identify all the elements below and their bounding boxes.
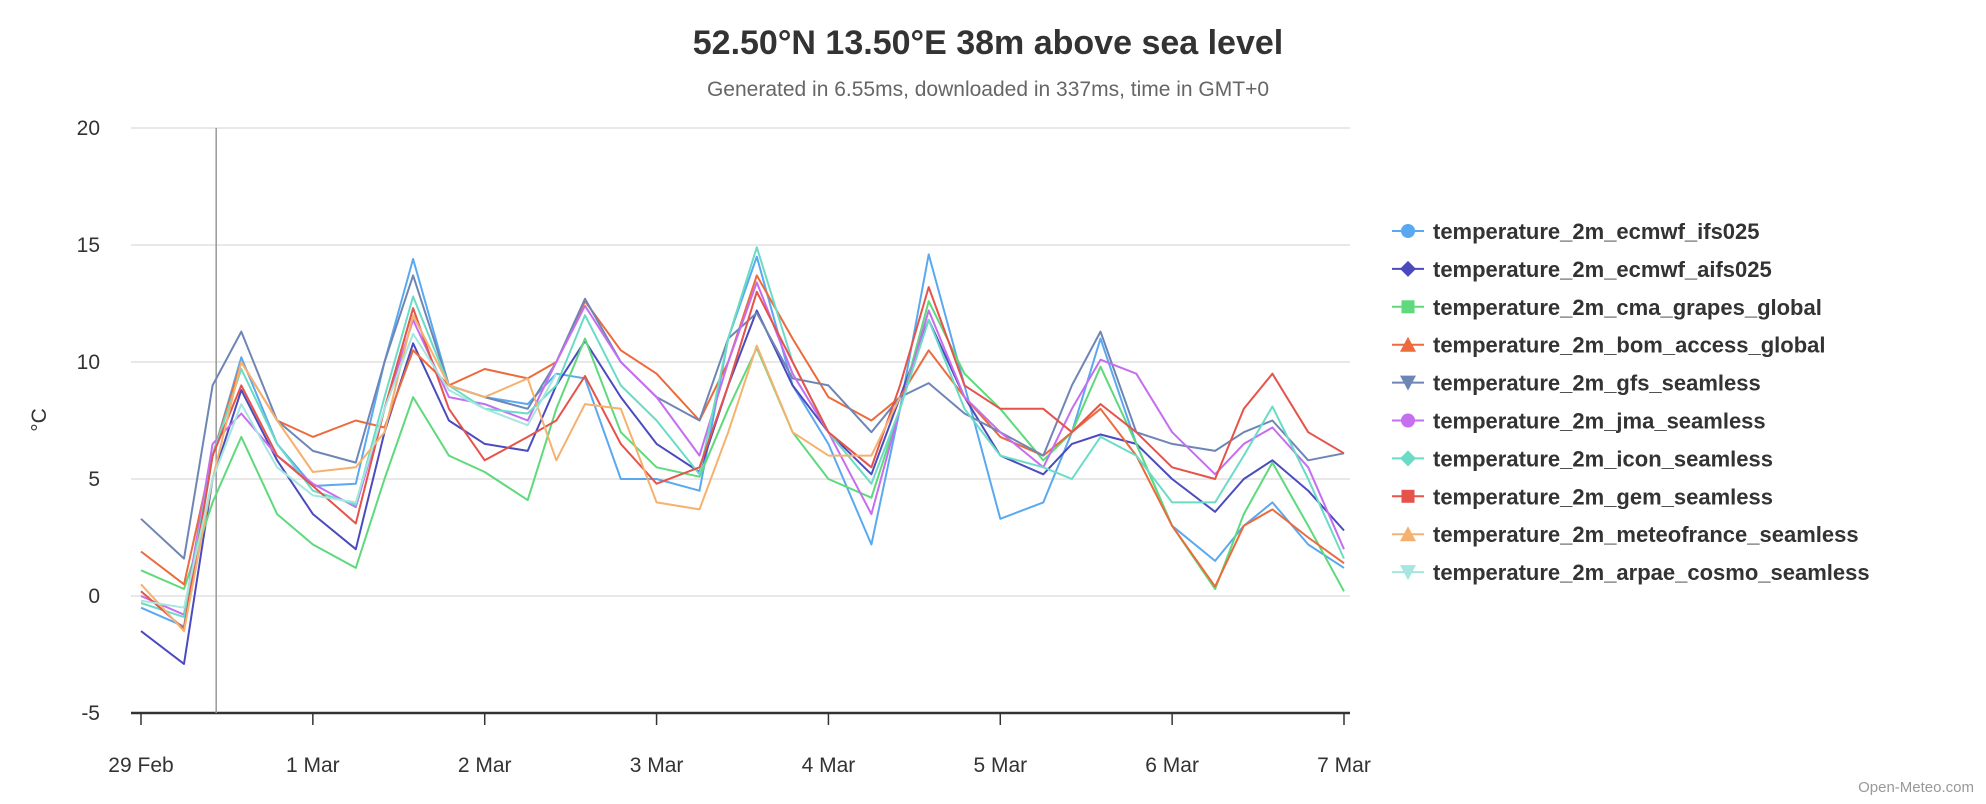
legend-label: temperature_2m_meteofrance_seamless: [1433, 522, 1859, 547]
legend-label: temperature_2m_ecmwf_ifs025: [1433, 219, 1760, 244]
diamond-marker-icon: [1400, 450, 1416, 467]
legend-item[interactable]: temperature_2m_ecmwf_aifs025: [1392, 257, 1772, 282]
triangle-marker-icon: [1400, 336, 1416, 352]
y-axis-label: °C: [28, 408, 51, 432]
series-line-temperature_2m_ecmwf_aifs025: [140, 309, 1345, 665]
x-tick-label: 5 Mar: [973, 754, 1027, 777]
gridlines: [131, 127, 1350, 597]
y-tick-label: 20: [77, 117, 100, 140]
y-tick-label: -5: [81, 702, 100, 725]
y-tick-label: 10: [77, 351, 100, 374]
legend-label: temperature_2m_jma_seamless: [1433, 409, 1766, 434]
legend-label: temperature_2m_gfs_seamless: [1433, 371, 1761, 396]
y-tick-label: 15: [77, 234, 100, 257]
circle-marker-icon: [1401, 413, 1415, 428]
legend-label: temperature_2m_gem_seamless: [1433, 484, 1773, 509]
legend: temperature_2m_ecmwf_ifs025 temperature_2…: [1392, 219, 1870, 585]
legend-item[interactable]: temperature_2m_icon_seamless: [1392, 446, 1773, 471]
series-lines: [140, 246, 1345, 665]
triangle-marker-icon: [1400, 526, 1416, 542]
series-line-temperature_2m_gem_seamless: [140, 286, 1345, 630]
series-line-temperature_2m_gfs_seamless: [140, 274, 1345, 560]
legend-label: temperature_2m_arpae_cosmo_seamless: [1433, 560, 1870, 585]
legend-item[interactable]: temperature_2m_arpae_cosmo_seamless: [1392, 560, 1870, 585]
legend-item[interactable]: temperature_2m_jma_seamless: [1392, 409, 1766, 434]
series-line-temperature_2m_bom_access_global: [140, 274, 1345, 588]
legend-label: temperature_2m_icon_seamless: [1433, 446, 1773, 471]
legend-item[interactable]: temperature_2m_ecmwf_ifs025: [1392, 219, 1760, 244]
legend-label: temperature_2m_ecmwf_aifs025: [1433, 257, 1772, 282]
series-line-temperature_2m_icon_seamless: [140, 246, 1345, 619]
y-tick-label: 0: [88, 585, 100, 608]
triangle-down-marker-icon: [1400, 565, 1416, 581]
chart-subtitle: Generated in 6.55ms, downloaded in 337ms…: [707, 78, 1269, 101]
triangle-down-marker-icon: [1400, 375, 1416, 391]
x-tick-label: 6 Mar: [1145, 754, 1199, 777]
x-tick-label: 7 Mar: [1317, 754, 1371, 777]
credit-link[interactable]: Open-Meteo.com: [1858, 779, 1974, 796]
y-tick-label: 5: [88, 468, 100, 491]
x-axis: 29 Feb 1 Mar 2 Mar 3 Mar 4 Mar 5 Mar 6 Mar 7 Ma…: [108, 711, 1371, 777]
series-line-temperature_2m_arpae_cosmo_seamless: [140, 332, 558, 609]
legend-item[interactable]: temperature_2m_cma_grapes_global: [1392, 295, 1822, 320]
x-tick-label: 29 Feb: [108, 754, 173, 777]
legend-item[interactable]: temperature_2m_gem_seamless: [1392, 484, 1773, 509]
x-tick-label: 2 Mar: [458, 754, 512, 777]
chart-title: 52.50°N 13.50°E 38m above sea level: [693, 24, 1283, 62]
x-tick-label: 1 Mar: [286, 754, 340, 777]
series-line-temperature_2m_meteofrance_seamless: [140, 314, 901, 633]
x-tick-label: 4 Mar: [802, 754, 856, 777]
circle-marker-icon: [1401, 224, 1415, 238]
legend-label: temperature_2m_bom_access_global: [1433, 333, 1826, 358]
series-line-temperature_2m_cma_grapes_global: [140, 300, 1345, 592]
square-marker-icon: [1401, 300, 1415, 314]
legend-item[interactable]: temperature_2m_meteofrance_seamless: [1392, 522, 1859, 547]
diamond-marker-icon: [1400, 260, 1416, 277]
x-tick-label: 3 Mar: [630, 754, 684, 777]
legend-item[interactable]: temperature_2m_gfs_seamless: [1392, 371, 1761, 396]
legend-label: temperature_2m_cma_grapes_global: [1433, 295, 1822, 320]
series-line-temperature_2m_jma_seamless: [140, 281, 1345, 616]
square-marker-icon: [1401, 489, 1415, 503]
y-axis-ticks: 20 15 10 5 0 -5: [77, 117, 100, 725]
legend-item[interactable]: temperature_2m_bom_access_global: [1392, 333, 1826, 358]
